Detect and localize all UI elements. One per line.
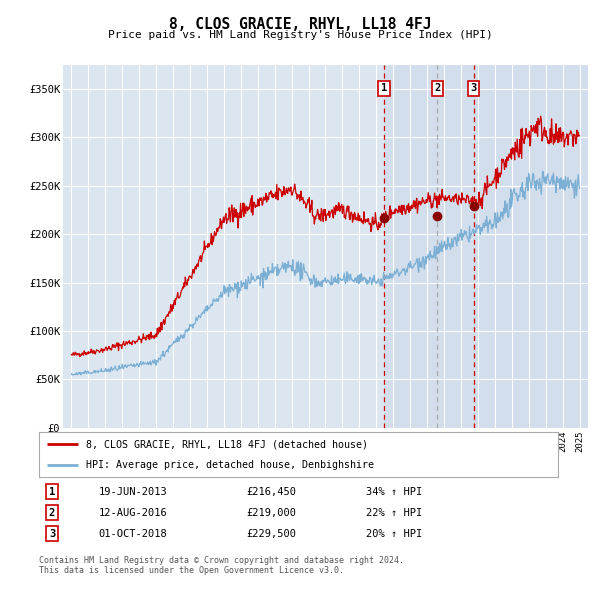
Bar (384, 65, 600, 428)
Text: 2: 2 (49, 508, 55, 517)
Text: 8, CLOS GRACIE, RHYL, LL18 4FJ (detached house): 8, CLOS GRACIE, RHYL, LL18 4FJ (detached… (86, 440, 368, 450)
Text: Price paid vs. HM Land Registry's House Price Index (HPI): Price paid vs. HM Land Registry's House … (107, 30, 493, 40)
Text: 22% ↑ HPI: 22% ↑ HPI (366, 508, 422, 517)
Text: £216,450: £216,450 (247, 487, 296, 497)
Text: 1: 1 (49, 487, 55, 497)
Text: Contains HM Land Registry data © Crown copyright and database right 2024.: Contains HM Land Registry data © Crown c… (39, 556, 404, 565)
Text: £219,000: £219,000 (247, 508, 296, 517)
Text: 34% ↑ HPI: 34% ↑ HPI (366, 487, 422, 497)
Text: 19-JUN-2013: 19-JUN-2013 (98, 487, 167, 497)
Text: 12-AUG-2016: 12-AUG-2016 (98, 508, 167, 517)
Text: 8, CLOS GRACIE, RHYL, LL18 4FJ: 8, CLOS GRACIE, RHYL, LL18 4FJ (169, 17, 431, 31)
Text: 01-OCT-2018: 01-OCT-2018 (98, 529, 167, 539)
Text: 20% ↑ HPI: 20% ↑ HPI (366, 529, 422, 539)
Text: 1: 1 (381, 84, 387, 93)
Text: 3: 3 (49, 529, 55, 539)
Text: 2: 2 (434, 84, 440, 93)
Text: This data is licensed under the Open Government Licence v3.0.: This data is licensed under the Open Gov… (39, 566, 344, 575)
Text: 3: 3 (470, 84, 477, 93)
Text: HPI: Average price, detached house, Denbighshire: HPI: Average price, detached house, Denb… (86, 460, 374, 470)
Text: £229,500: £229,500 (247, 529, 296, 539)
